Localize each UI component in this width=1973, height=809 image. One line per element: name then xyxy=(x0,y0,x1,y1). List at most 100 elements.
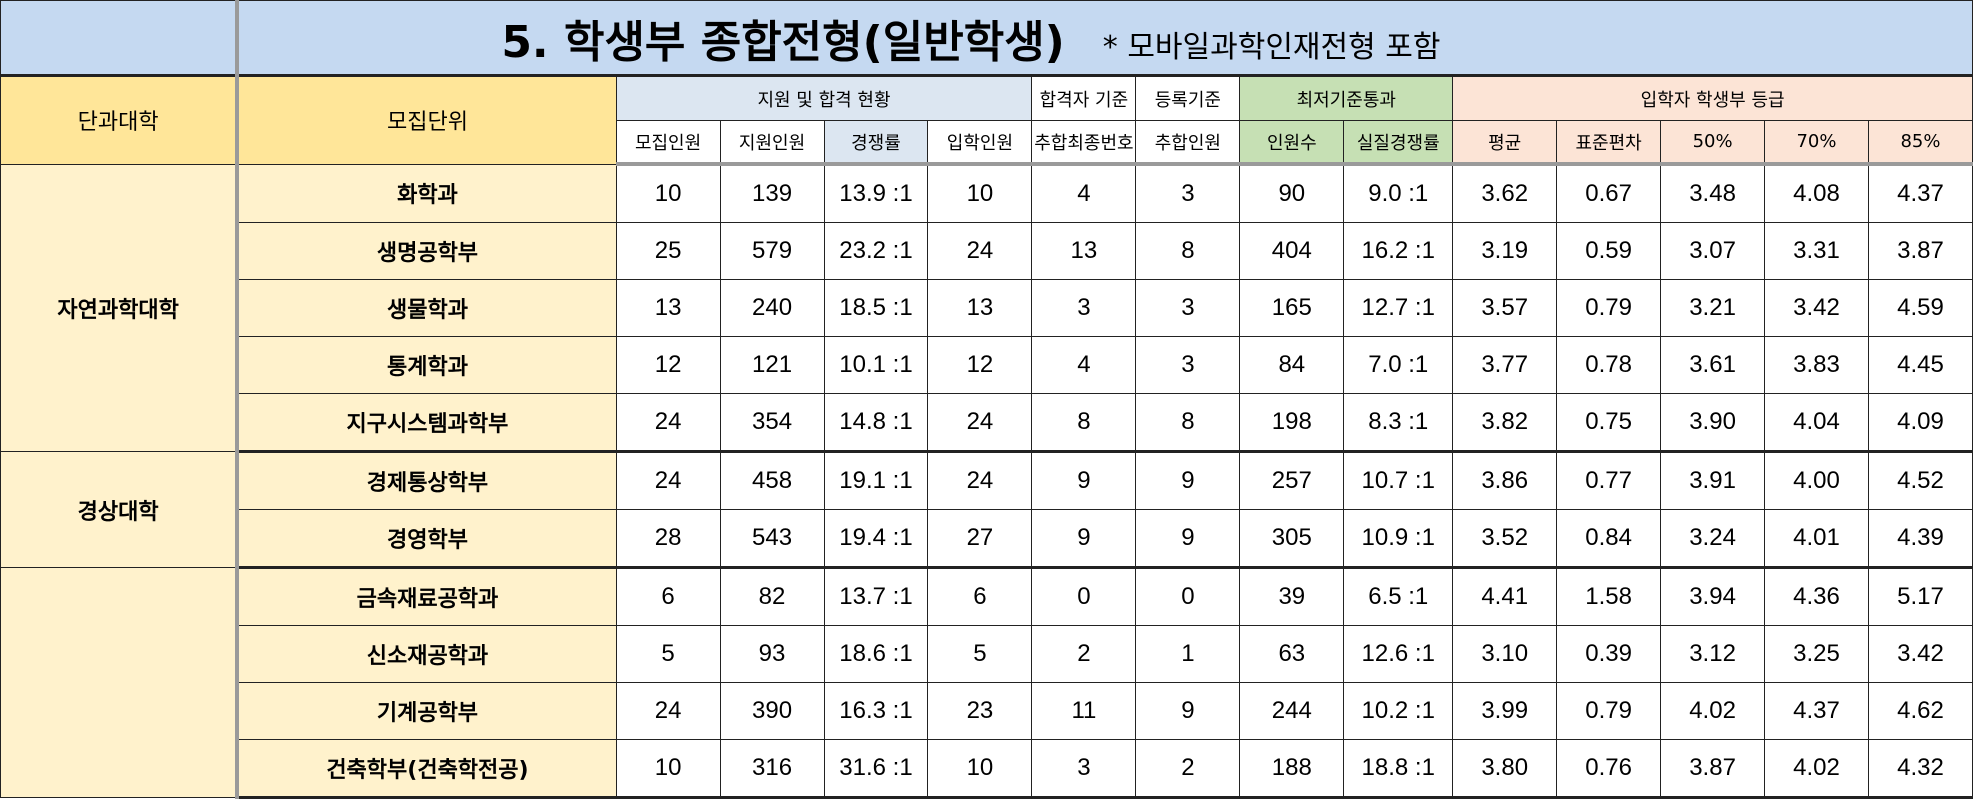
title-row: 5. 학생부 종합전형(일반학생) * 모바일과학인재전형 포함 xyxy=(0,0,1973,77)
header-unit: 모집단위 xyxy=(236,75,617,165)
std-cell: 0.39 xyxy=(1556,625,1662,683)
table-row: 지구시스템과학부 24 354 14.8 :1 24 8 8 198 8.3 :1 3.82 0.7… xyxy=(1,393,1973,453)
extra-count-cell: 8 xyxy=(1135,393,1241,453)
title-cell: 5. 학생부 종합전형(일반학생) * 모바일과학인재전형 포함 xyxy=(236,0,1973,77)
table-row: 자연과학대학 화학과 10 139 13.9 :1 10 4 3 90 9.0 :1 3.62 0.6… xyxy=(0,163,1973,452)
header-std: 표준편차 xyxy=(1556,120,1662,166)
avg-cell: 3.19 xyxy=(1452,222,1558,280)
college-cell: 경상대학 xyxy=(0,451,240,568)
unit-cell: 기계공학부 xyxy=(236,682,617,740)
actual-ratio-cell: 8.3 :1 xyxy=(1343,393,1454,453)
avg-cell: 3.52 xyxy=(1452,509,1558,569)
p70-cell: 4.36 xyxy=(1764,567,1869,626)
last-extra-no-cell: 0 xyxy=(1031,567,1137,626)
passers-cell: 84 xyxy=(1239,336,1345,394)
actual-ratio-cell: 18.8 :1 xyxy=(1343,739,1454,799)
unit-cell: 생물학과 xyxy=(236,279,617,337)
ratio-cell: 13.7 :1 xyxy=(823,567,929,626)
applicants-cell: 579 xyxy=(719,222,825,280)
ratio-cell: 23.2 :1 xyxy=(823,222,929,280)
applicants-cell: 93 xyxy=(719,625,825,683)
p70-cell: 4.04 xyxy=(1764,393,1869,453)
p85-cell: 3.42 xyxy=(1867,625,1973,683)
extra-count-cell: 3 xyxy=(1135,336,1241,394)
header-actual-ratio: 실질경쟁률 xyxy=(1343,120,1454,166)
last-extra-no-cell: 2 xyxy=(1031,625,1137,683)
p70-cell: 3.42 xyxy=(1764,279,1869,337)
ratio-cell: 19.1 :1 xyxy=(823,451,929,510)
applicants-cell: 82 xyxy=(719,567,825,626)
enrolled-cell: 24 xyxy=(927,451,1033,510)
title-left-cell xyxy=(0,0,240,77)
table-row: 통계학과 12 121 10.1 :1 12 4 3 84 7.0 :1 3.77 0.78 3.61… xyxy=(1,336,1973,394)
extra-count-cell: 2 xyxy=(1135,739,1241,799)
p85-cell: 4.52 xyxy=(1867,451,1973,510)
applicants-cell: 354 xyxy=(719,393,825,453)
extra-count-cell: 0 xyxy=(1135,567,1241,626)
p85-cell: 4.59 xyxy=(1867,279,1973,337)
ratio-cell: 10.1 :1 xyxy=(823,336,929,394)
last-extra-no-cell: 3 xyxy=(1031,279,1137,337)
quota-cell: 12 xyxy=(615,336,721,394)
p50-cell: 3.24 xyxy=(1660,509,1766,569)
title-note: * 모바일과학인재전형 포함 xyxy=(1102,29,1441,65)
header-p70: 70% xyxy=(1764,120,1869,166)
quota-cell: 24 xyxy=(615,451,721,510)
applicants-cell: 458 xyxy=(719,451,825,510)
applicants-cell: 121 xyxy=(719,336,825,394)
p50-cell: 3.12 xyxy=(1660,625,1766,683)
applicants-cell: 390 xyxy=(719,682,825,740)
p70-cell: 4.00 xyxy=(1764,451,1869,510)
p85-cell: 5.17 xyxy=(1867,567,1973,626)
std-cell: 0.59 xyxy=(1556,222,1662,280)
std-cell: 0.79 xyxy=(1556,279,1662,337)
quota-cell: 24 xyxy=(615,393,721,453)
passers-cell: 257 xyxy=(1239,451,1345,510)
header-group-grade: 입학자 학생부 등급 xyxy=(1452,75,1973,121)
unit-cell: 경제통상학부 xyxy=(236,451,617,510)
table-row: 금속재료공학과 6 82 13.7 :1 6 0 0 39 6.5 :1 4.41 1.58 3.94… xyxy=(0,567,1973,798)
p50-cell: 3.91 xyxy=(1660,451,1766,510)
header-group-min: 최저기준통과 xyxy=(1239,75,1454,121)
avg-cell: 3.82 xyxy=(1452,393,1558,453)
p85-cell: 4.32 xyxy=(1867,739,1973,799)
avg-cell: 3.77 xyxy=(1452,336,1558,394)
table-row: 생명공학부 25 579 23.2 :1 24 13 8 404 16.2 :1 3.19 0.59… xyxy=(1,222,1973,280)
p85-cell: 4.62 xyxy=(1867,682,1973,740)
enrolled-cell: 5 xyxy=(927,625,1033,683)
enrolled-cell: 23 xyxy=(927,682,1033,740)
actual-ratio-cell: 10.9 :1 xyxy=(1343,509,1454,569)
extra-count-cell: 3 xyxy=(1135,279,1241,337)
quota-cell: 5 xyxy=(615,625,721,683)
header-extra-count: 추합인원 xyxy=(1135,120,1241,166)
header-passers: 인원수 xyxy=(1239,120,1345,166)
p85-cell: 4.37 xyxy=(1867,163,1973,223)
std-cell: 0.79 xyxy=(1556,682,1662,740)
last-extra-no-cell: 9 xyxy=(1031,509,1137,569)
enrolled-cell: 24 xyxy=(927,222,1033,280)
avg-cell: 3.86 xyxy=(1452,451,1558,510)
enrolled-cell: 12 xyxy=(927,336,1033,394)
avg-cell: 3.62 xyxy=(1452,163,1558,223)
actual-ratio-cell: 10.7 :1 xyxy=(1343,451,1454,510)
passers-cell: 188 xyxy=(1239,739,1345,799)
header-avg: 평균 xyxy=(1452,120,1558,166)
avg-cell: 4.41 xyxy=(1452,567,1558,626)
unit-cell: 생명공학부 xyxy=(236,222,617,280)
avg-cell: 3.57 xyxy=(1452,279,1558,337)
last-extra-no-cell: 3 xyxy=(1031,739,1137,799)
college-cell xyxy=(0,567,240,798)
passers-cell: 244 xyxy=(1239,682,1345,740)
p70-cell: 3.25 xyxy=(1764,625,1869,683)
last-extra-no-cell: 8 xyxy=(1031,393,1137,453)
ratio-cell: 14.8 :1 xyxy=(823,393,929,453)
table-row: 건축학부(건축학전공) 10 316 31.6 :1 10 3 2 188 18.8 :1 3.8… xyxy=(1,739,1973,799)
quota-cell: 10 xyxy=(615,163,721,223)
table-row: 기계공학부 24 390 16.3 :1 23 11 9 244 10.2 :1 3.99 0.79… xyxy=(1,682,1973,740)
p70-cell: 4.01 xyxy=(1764,509,1869,569)
header-p85: 85% xyxy=(1867,120,1973,166)
header-quota: 모집인원 xyxy=(615,120,721,166)
extra-count-cell: 3 xyxy=(1135,163,1241,223)
last-extra-no-cell: 11 xyxy=(1031,682,1137,740)
